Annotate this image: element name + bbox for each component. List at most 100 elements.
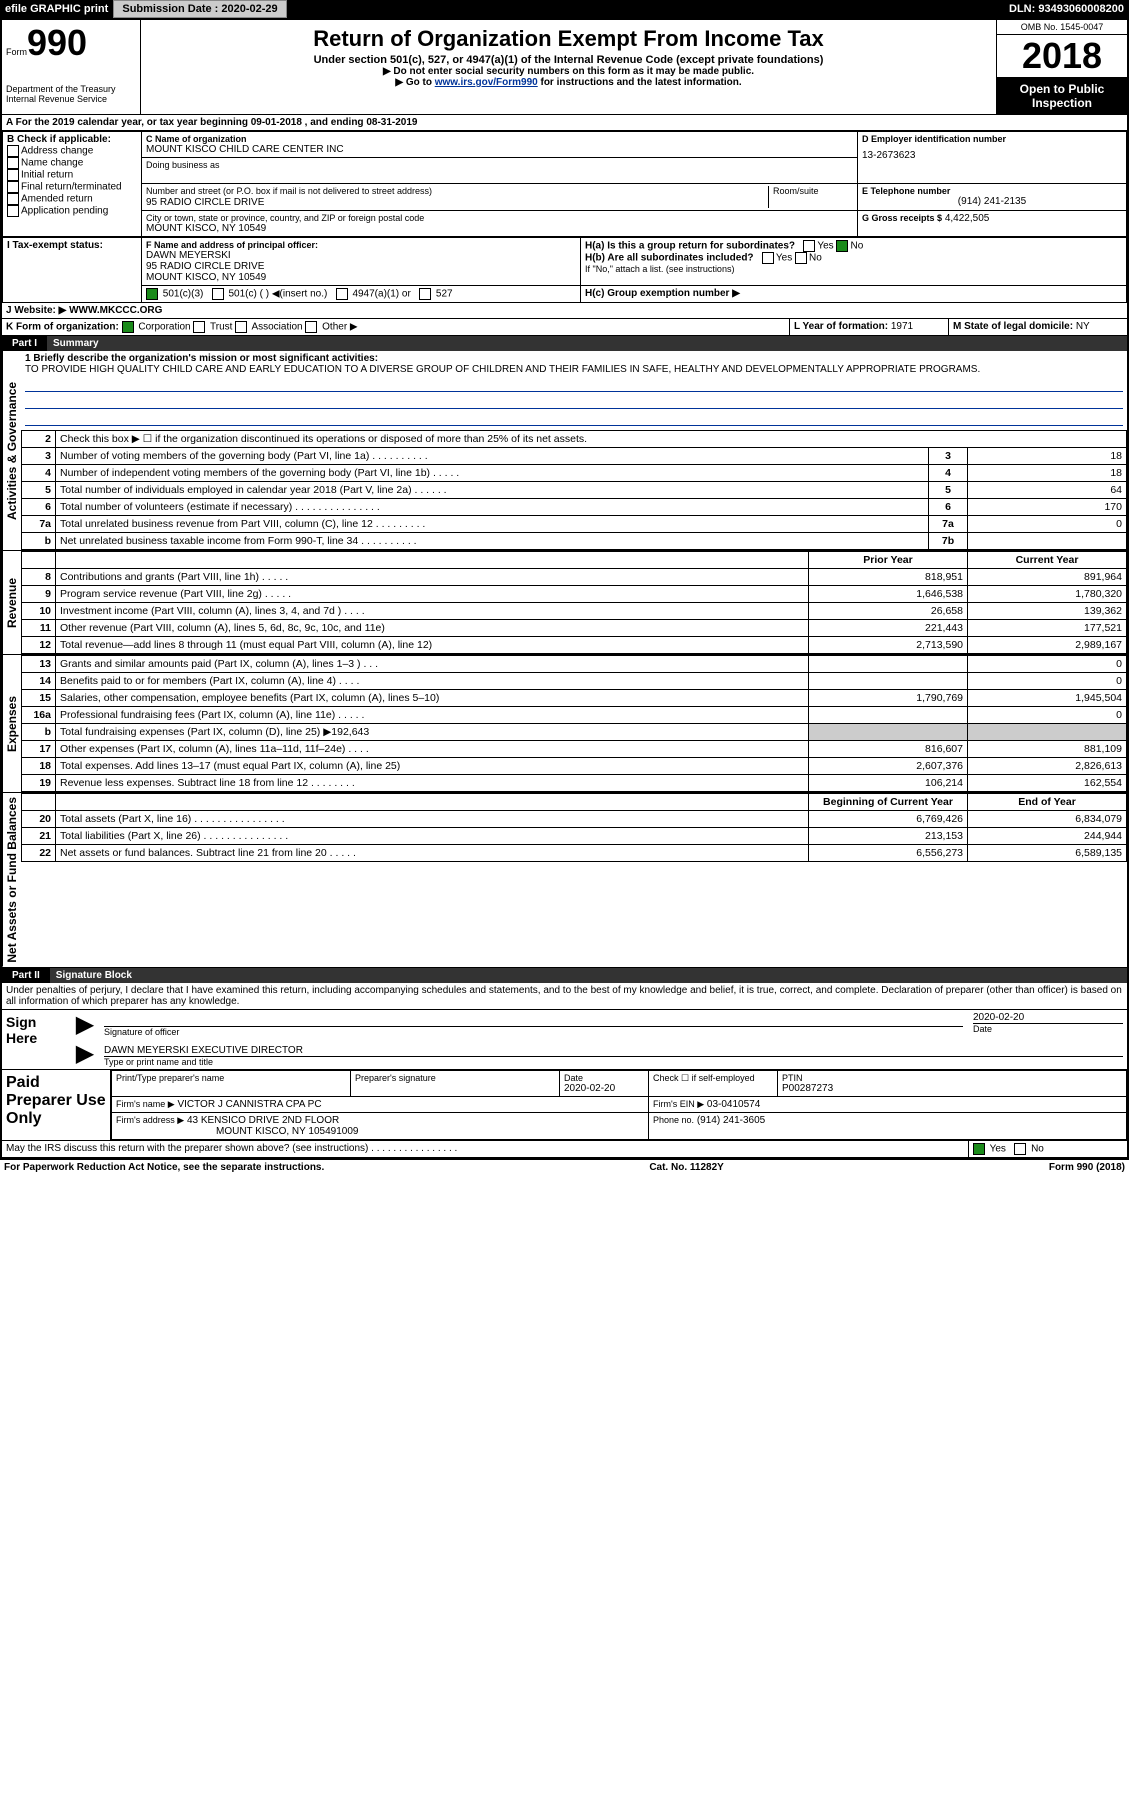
hb-no-cb[interactable]: [795, 252, 807, 264]
row6-v: 170: [968, 499, 1127, 516]
cb-assoc[interactable]: [235, 321, 247, 333]
col-current-year: Current Year: [968, 552, 1127, 569]
year-formation: 1971: [891, 321, 913, 332]
e-label: E Telephone number: [862, 186, 1122, 196]
officer-sig-line: Signature of officer: [104, 1026, 963, 1037]
k-trust: Trust: [210, 322, 232, 333]
cb-final-return[interactable]: [7, 181, 19, 193]
cb-corp[interactable]: [122, 321, 134, 333]
k-corp: Corporation: [138, 322, 190, 333]
form-prefix: Form: [6, 47, 27, 57]
i-527: 527: [436, 289, 453, 300]
tax-year: 2018: [997, 35, 1127, 78]
col-bcy: Beginning of Current Year: [809, 794, 968, 811]
vert-expenses: Expenses: [2, 655, 21, 792]
b-item-4: Amended return: [21, 194, 93, 205]
r8-d: Contributions and grants (Part VIII, lin…: [56, 569, 809, 586]
efile-top-bar: efile GRAPHIC print Submission Date : 20…: [0, 0, 1129, 18]
cb-name-change[interactable]: [7, 157, 19, 169]
r16a-d: Professional fundraising fees (Part IX, …: [56, 707, 809, 724]
row3-d: Number of voting members of the governin…: [56, 448, 929, 465]
r22-cy: 6,589,135: [968, 845, 1127, 862]
cb-527[interactable]: [419, 288, 431, 300]
r11-py: 221,443: [809, 620, 968, 637]
row5-n: 5: [22, 482, 56, 499]
ha-yes-cb[interactable]: [803, 240, 815, 252]
cb-trust[interactable]: [193, 321, 205, 333]
r12-d: Total revenue—add lines 8 through 11 (mu…: [56, 637, 809, 654]
hb-note: If "No," attach a list. (see instruction…: [585, 264, 1122, 274]
r14-d: Benefits paid to or for members (Part IX…: [56, 673, 809, 690]
cb-501c3[interactable]: [146, 288, 158, 300]
b-label: B Check if applicable:: [7, 134, 137, 145]
discuss-no-cb[interactable]: [1014, 1143, 1026, 1155]
r8-n: 8: [22, 569, 56, 586]
form990-link[interactable]: www.irs.gov/Form990: [435, 77, 538, 88]
firm-ein: 03-0410574: [707, 1099, 760, 1110]
line2: Check this box ▶ ☐ if the organization d…: [56, 431, 1127, 448]
cb-4947[interactable]: [336, 288, 348, 300]
mission-text: TO PROVIDE HIGH QUALITY CHILD CARE AND E…: [25, 364, 1123, 375]
hb-label: H(b) Are all subordinates included?: [585, 253, 754, 264]
ha-no-cb[interactable]: [836, 240, 848, 252]
row7a-v: 0: [968, 516, 1127, 533]
r14-n: 14: [22, 673, 56, 690]
officer-addr2: MOUNT KISCO, NY 10549: [146, 272, 576, 283]
prep-date: 2020-02-20: [564, 1083, 644, 1094]
row4-v: 18: [968, 465, 1127, 482]
i-4947: 4947(a)(1) or: [352, 289, 410, 300]
j-label: J Website: ▶: [6, 305, 66, 316]
r11-n: 11: [22, 620, 56, 637]
r13-n: 13: [22, 656, 56, 673]
street-address: 95 RADIO CIRCLE DRIVE: [146, 197, 264, 208]
r10-n: 10: [22, 603, 56, 620]
row7b-v: [968, 533, 1127, 550]
dln: DLN: 93493060008200: [1009, 3, 1124, 15]
submission-date-btn[interactable]: Submission Date : 2020-02-29: [113, 0, 286, 18]
discuss-yes: Yes: [990, 1143, 1006, 1154]
instr-ssn: ▶ Do not enter social security numbers o…: [145, 66, 992, 77]
r19-py: 106,214: [809, 775, 968, 792]
r11-cy: 177,521: [968, 620, 1127, 637]
city-label: City or town, state or province, country…: [146, 213, 853, 223]
type-name-label: Type or print name and title: [104, 1056, 1123, 1067]
discuss-question: May the IRS discuss this return with the…: [2, 1141, 969, 1157]
r16b-cy: [968, 724, 1127, 741]
cb-address-change[interactable]: [7, 145, 19, 157]
officer-printed-name: DAWN MEYERSKI EXECUTIVE DIRECTOR: [104, 1045, 1123, 1056]
r22-d: Net assets or fund balances. Subtract li…: [56, 845, 809, 862]
g-label: G Gross receipts $: [862, 213, 942, 223]
hb-yes-cb[interactable]: [762, 252, 774, 264]
prep-sig-label: Preparer's signature: [355, 1073, 555, 1083]
r12-cy: 2,989,167: [968, 637, 1127, 654]
r16b-py: [809, 724, 968, 741]
row6-n: 6: [22, 499, 56, 516]
cb-initial-return[interactable]: [7, 169, 19, 181]
form-footer: For Paperwork Reduction Act Notice, see …: [0, 1160, 1129, 1175]
b-item-2: Initial return: [21, 170, 73, 181]
r9-py: 1,646,538: [809, 586, 968, 603]
vert-net-assets: Net Assets or Fund Balances: [2, 793, 21, 967]
cb-pending[interactable]: [7, 205, 19, 217]
cb-501c[interactable]: [212, 288, 224, 300]
line1-label: 1 Briefly describe the organization's mi…: [25, 353, 1123, 364]
cb-amended[interactable]: [7, 193, 19, 205]
vert-revenue: Revenue: [2, 551, 21, 654]
r21-cy: 244,944: [968, 828, 1127, 845]
row6-d: Total number of volunteers (estimate if …: [56, 499, 929, 516]
firm-addr1: 43 KENSICO DRIVE 2ND FLOOR: [187, 1115, 339, 1126]
row7b-b: 7b: [929, 533, 968, 550]
r8-cy: 891,964: [968, 569, 1127, 586]
form-subtitle: Under section 501(c), 527, or 4947(a)(1)…: [145, 54, 992, 66]
firm-ein-label: Firm's EIN ▶: [653, 1099, 704, 1109]
r20-n: 20: [22, 811, 56, 828]
r10-py: 26,658: [809, 603, 968, 620]
row4-n: 4: [22, 465, 56, 482]
discuss-yes-cb[interactable]: [973, 1143, 985, 1155]
cb-other[interactable]: [305, 321, 317, 333]
ptin: P00287273: [782, 1083, 1122, 1094]
firm-phone-label: Phone no.: [653, 1115, 694, 1125]
row7b-n: b: [22, 533, 56, 550]
r16b-d: Total fundraising expenses (Part IX, col…: [56, 724, 809, 741]
sign-here: Sign Here: [2, 1010, 70, 1069]
